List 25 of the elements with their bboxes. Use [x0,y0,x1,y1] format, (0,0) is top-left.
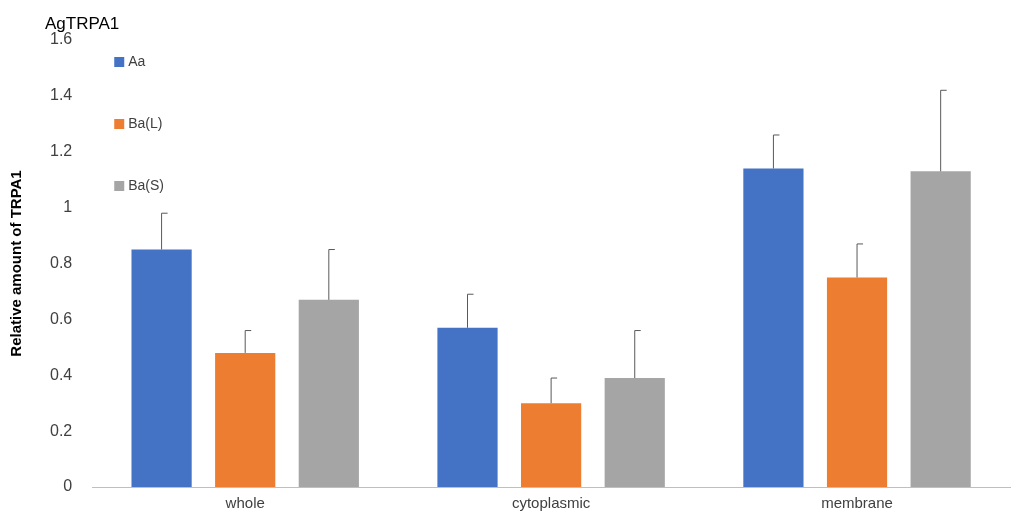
y-tick-label: 0.8 [49,253,73,271]
legend-label: Aa [128,52,146,69]
bar [910,171,971,487]
y-tick-label: 0.6 [49,309,73,327]
x-tick-label: membrane [821,494,893,512]
y-tick-label: 0 [63,477,73,495]
y-tick-label: 1.2 [49,142,73,160]
legend-label: Ba(L) [128,114,163,131]
y-axis-title: Relative amount of TRPA1 [7,170,25,357]
y-tick-label: 0.2 [49,421,73,439]
bar [521,403,582,487]
bar [743,168,804,487]
x-tick-label: cytoplasmic [511,494,591,512]
legend-label: Ba(S) [128,176,165,193]
chart-title: AgTRPA1 [45,13,120,33]
bar [826,277,888,487]
y-tick-label: 0.4 [49,365,73,383]
bar [298,299,359,487]
bar [131,249,192,487]
bar [437,327,498,487]
bar [604,378,665,487]
bar [215,352,276,487]
y-tick-label: 1 [63,198,73,216]
y-tick-label: 1.4 [49,86,73,104]
x-tick-label: whole [224,494,265,512]
